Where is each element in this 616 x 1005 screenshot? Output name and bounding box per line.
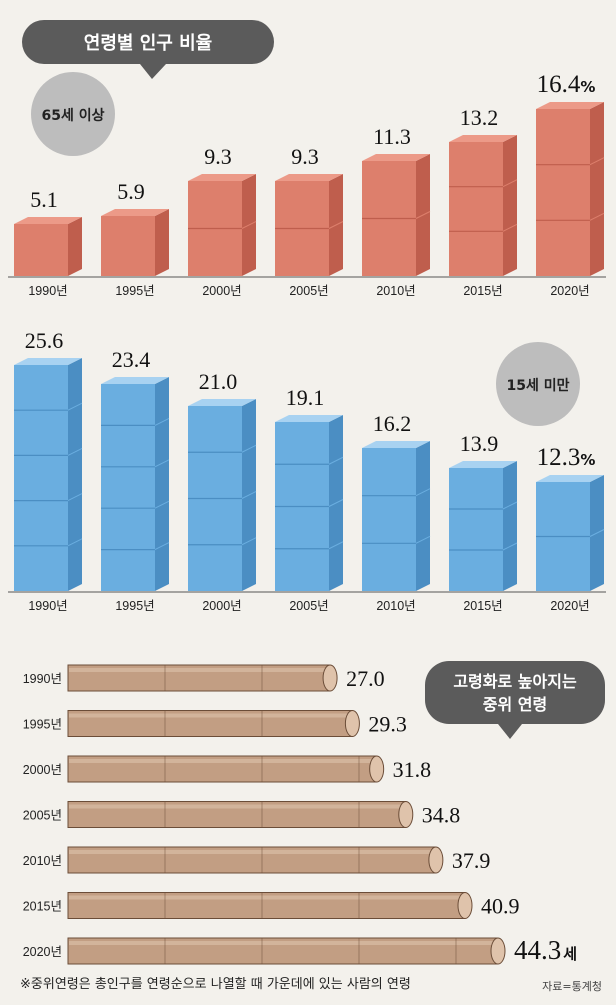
bar-youth-1990년 [14,358,83,591]
bar-youth-2000년 [188,399,257,591]
value-label-youth-1990년: 25.6 [25,328,64,353]
bar-elderly-1995년 [101,209,169,276]
value-label-elderly-1990년: 5.1 [30,187,58,212]
chart-title: 연령별 인구 비율 [84,33,212,54]
bar-youth-1995년 [101,377,170,591]
category-label-elderly-2020년: 2020년 [550,284,589,298]
bar-median-age-2005년 [67,801,414,828]
youth-bar-chart: 25.6 1990년 23.4 1995년 21.0 2000년 19.1 2005년 16.2… [14,328,605,613]
bar-elderly-1990년 [14,217,82,276]
bar-youth-2005년 [275,415,344,591]
elderly-bar-chart: 5.1 1990년 5.9 1995년 9.3 2000년 9.3 2005년 11.3 2010… [14,71,605,298]
category-label-median-age-2005년: 2005년 [23,809,62,823]
category-label-median-age-1995년: 1995년 [23,718,62,732]
bar-youth-2020년 [536,475,605,591]
bar-median-age-1995년 [67,710,360,737]
value-label-median-age-2005년: 34.8 [422,803,461,828]
value-label-median-age-2000년: 31.8 [393,757,432,782]
elderly-badge-label: 65세 이상 [42,107,105,124]
value-label-youth-2015년: 13.9 [460,431,499,456]
category-label-youth-2015년: 2015년 [463,599,502,613]
value-label-median-age-2010년: 37.9 [452,848,491,873]
unit-label-median-age: 세 [563,945,577,963]
bar-median-age-2015년 [67,892,473,919]
value-label-youth-2000년: 21.0 [199,369,238,394]
bar-median-age-2000년 [67,755,385,783]
bar-elderly-2020년 [536,102,605,276]
value-label-elderly-2005년: 9.3 [291,144,319,169]
category-label-youth-1995년: 1995년 [115,599,154,613]
category-label-elderly-2010년: 2010년 [376,284,415,298]
median-age-bubble: 고령화로 높아지는 중위 연령 [425,661,605,739]
value-label-elderly-2020년: 16.4% [537,71,596,98]
value-label-median-age-2020년: 44.3 세 [514,935,577,965]
unit-label-youth: % [580,451,595,469]
value-label-youth-2010년: 16.2 [373,411,412,436]
value-label-median-age-1990년: 27.0 [346,666,385,691]
category-label-youth-1990년: 1990년 [28,599,67,613]
value-label-youth-2005년: 19.1 [286,385,325,410]
footnote: ※중위연령은 총인구를 연령순으로 나열할 때 가운데에 있는 사람의 연령 [20,977,411,992]
category-label-median-age-1990년: 1990년 [23,672,62,686]
bar-elderly-2000년 [188,174,257,276]
median-age-title-line2: 중위 연령 [483,695,547,714]
category-label-elderly-1990년: 1990년 [28,284,67,298]
category-label-elderly-2000년: 2000년 [202,284,241,298]
value-label-elderly-2015년: 13.2 [460,105,499,130]
bar-median-age-2020년 [67,937,506,965]
bar-median-age-2010년 [67,846,444,874]
source-credit: 자료=통계청 [542,980,602,993]
bar-median-age-1990년 [67,664,338,692]
value-label-youth-2020년: 12.3% [537,444,596,471]
median-age-title-line1: 고령화로 높아지는 [453,672,577,691]
category-label-median-age-2020년: 2020년 [23,945,62,959]
bar-youth-2010년 [362,441,431,591]
category-label-median-age-2010년: 2010년 [23,854,62,868]
value-label-youth-1995년: 23.4 [112,347,151,372]
median-age-bar-chart: 1990년 27.0 1995년 29.3 2000년 31.8 2005년 34.8 2010… [23,664,577,965]
value-label-median-age-2015년: 40.9 [481,894,520,919]
youth-badge: 15세 미만 [496,342,580,426]
category-label-youth-2020년: 2020년 [550,599,589,613]
title-bubble: 연령별 인구 비율 [22,20,274,79]
value-label-elderly-1995년: 5.9 [117,179,145,204]
bar-elderly-2010년 [362,154,431,276]
bar-elderly-2015년 [449,135,518,276]
bar-youth-2015년 [449,461,518,591]
category-label-median-age-2000년: 2000년 [23,763,62,777]
value-label-elderly-2000년: 9.3 [204,144,232,169]
category-label-elderly-2015년: 2015년 [463,284,502,298]
category-label-youth-2010년: 2010년 [376,599,415,613]
value-label-elderly-2010년: 11.3 [373,124,411,149]
category-label-youth-2000년: 2000년 [202,599,241,613]
bar-elderly-2005년 [275,174,344,276]
category-label-elderly-1995년: 1995년 [115,284,154,298]
category-label-youth-2005년: 2005년 [289,599,328,613]
category-label-median-age-2015년: 2015년 [23,900,62,914]
value-label-median-age-1995년: 29.3 [368,712,407,737]
elderly-badge: 65세 이상 [31,72,115,156]
youth-badge-label: 15세 미만 [507,378,570,394]
unit-label-elderly: % [580,78,595,96]
category-label-elderly-2005년: 2005년 [289,284,328,298]
